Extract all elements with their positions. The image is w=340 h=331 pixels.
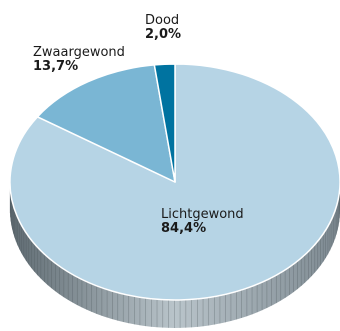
slice-label-dood: Dood [145,13,179,28]
pie-sides [9,182,340,328]
slice-value-lichtgewond: 84,4% [161,221,206,236]
pie-slice-dood [153,63,176,183]
pie-top [9,63,340,301]
slice-label-zwaargewond: Zwaargewond [33,45,125,60]
pie-side-lichtgewond [10,182,340,328]
slice-label-lichtgewond: Lichtgewond [161,207,244,222]
slice-value-dood: 2,0% [145,27,181,42]
pie-slice-zwaargewond [36,64,176,183]
slice-value-zwaargewond: 13,7% [33,59,78,74]
pie-slice-lichtgewond [9,63,340,301]
